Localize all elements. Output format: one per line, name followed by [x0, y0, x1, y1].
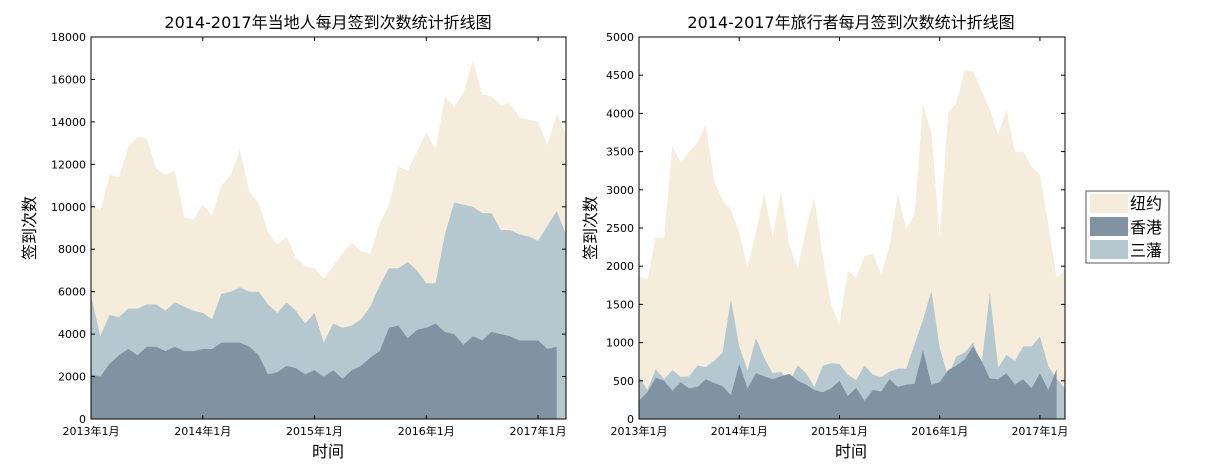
x-tick-label: 2017年1月 [1011, 424, 1068, 438]
y-tick-label: 0 [79, 413, 86, 426]
y-tick-label: 4500 [606, 69, 634, 82]
x-tick-label: 2015年1月 [286, 424, 343, 438]
x-ticks: 2013年1月 2014年1月 2015年1月 2016年1月 2017年1月 [63, 37, 567, 438]
y-tick-label: 6000 [58, 286, 86, 299]
plot-areas [91, 60, 566, 420]
y-ticks: 0 2000 4000 6000 8000 10000 12000 14000 16000 180… [51, 31, 566, 426]
x-tick-label: 2017年1月 [510, 424, 567, 438]
traveler-checkins-chart: 2014-2017年旅行者每月签到次数统计折线图 0 500 1000 1500 200… [581, 13, 1068, 461]
y-tick-label: 1000 [606, 337, 634, 350]
area-series [91, 323, 557, 419]
area-series [639, 69, 1065, 420]
x-tick-label: 2016年1月 [911, 424, 968, 438]
area-series [639, 346, 1057, 419]
axes-box [90, 36, 567, 420]
y-tick-label: 4000 [58, 328, 86, 341]
y-tick-label: 2500 [606, 222, 634, 235]
y-tick-label: 5000 [606, 31, 634, 44]
y-axis-label: 签到次数 [581, 196, 600, 260]
y-tick-label: 12000 [51, 158, 86, 171]
chart-title: 2014-2017年旅行者每月签到次数统计折线图 [687, 13, 1014, 32]
y-ticks: 0 500 1000 1500 2000 2500 3000 3500 4000 4500 5000 [606, 31, 1065, 426]
x-tick-label: 2016年1月 [398, 424, 455, 438]
legend: 纽约 香港 三藩 [1085, 190, 1170, 264]
legend-label-nyc: 纽约 [1130, 194, 1162, 213]
x-tick-label: 2014年1月 [174, 424, 231, 438]
legend-swatch-sf [1090, 240, 1128, 259]
y-tick-label: 3000 [606, 184, 634, 197]
y-tick-label: 8000 [58, 243, 86, 256]
x-tick-label: 2013年1月 [611, 424, 668, 438]
x-tick-label: 2014年1月 [711, 424, 768, 438]
y-tick-label: 0 [627, 413, 634, 426]
plot-areas [639, 69, 1065, 420]
legend-label-hk: 香港 [1130, 218, 1162, 237]
y-tick-label: 500 [613, 375, 634, 388]
chart-title: 2014-2017年当地人每月签到次数统计折线图 [164, 13, 491, 32]
y-tick-label: 3500 [606, 146, 634, 159]
x-tick-label: 2015年1月 [811, 424, 868, 438]
y-tick-label: 18000 [51, 31, 86, 44]
x-axis-label: 时间 [312, 442, 344, 461]
x-ticks: 2013年1月 2014年1月 2015年1月 2016年1月 2017年1月 [611, 37, 1068, 438]
legend-label-sf: 三藩 [1130, 241, 1162, 260]
local-checkins-chart: 2014-2017年当地人每月签到次数统计折线图 0 2000 4000 6000 80… [20, 13, 567, 461]
legend-swatch-nyc [1090, 194, 1128, 213]
y-tick-label: 1500 [606, 298, 634, 311]
x-tick-label: 2013年1月 [63, 424, 120, 438]
y-tick-label: 10000 [51, 201, 86, 214]
y-axis-label: 签到次数 [20, 196, 39, 260]
y-tick-label: 16000 [51, 73, 86, 86]
y-tick-label: 4000 [606, 107, 634, 120]
y-tick-label: 14000 [51, 116, 86, 129]
x-axis-label: 时间 [835, 442, 867, 461]
y-tick-label: 2000 [606, 260, 634, 273]
y-tick-label: 2000 [58, 371, 86, 384]
legend-swatch-hk [1090, 217, 1128, 236]
